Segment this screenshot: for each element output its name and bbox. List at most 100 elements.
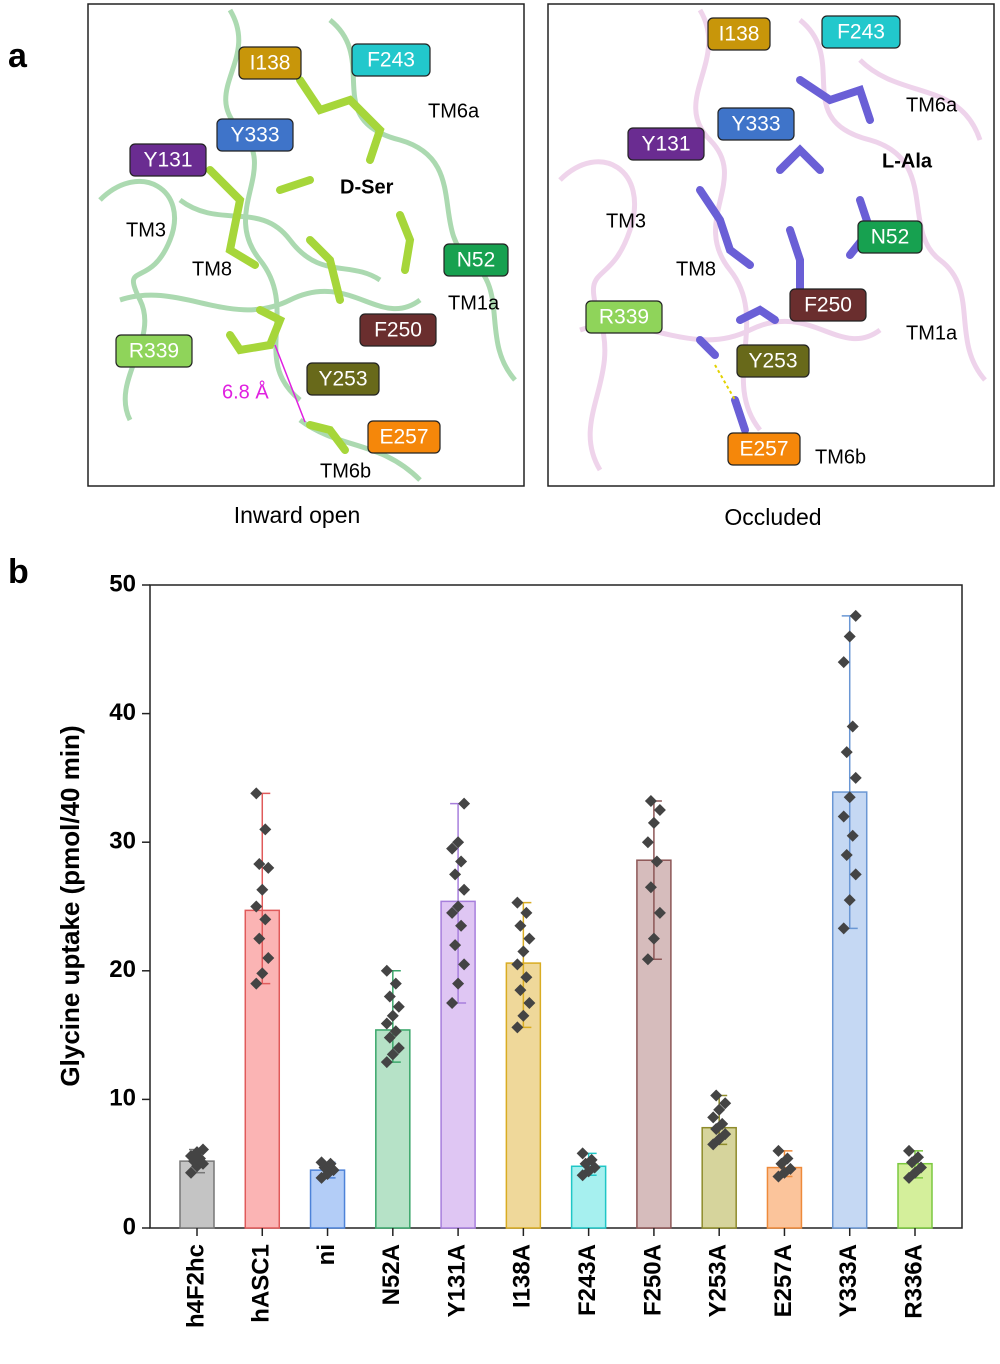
data-point — [259, 823, 272, 836]
data-point — [784, 1162, 797, 1175]
panel-letter: a — [8, 37, 28, 75]
y-tick-label: 50 — [109, 570, 136, 597]
data-point — [458, 883, 471, 896]
data-point — [380, 1017, 393, 1030]
structure-note: TM6a — [906, 94, 958, 116]
residue-label: Y333 — [731, 113, 780, 136]
residue-box — [707, 17, 771, 51]
y-tick-label: 10 — [109, 1085, 136, 1112]
data-point — [772, 1144, 785, 1157]
distance-line — [274, 344, 306, 423]
structure-note: D-Ser — [340, 176, 394, 198]
data-point — [315, 1156, 328, 1169]
data-point — [710, 1089, 723, 1102]
residue-box — [367, 420, 441, 454]
data-point — [644, 795, 657, 808]
data-point — [383, 990, 396, 1003]
data-point — [840, 746, 853, 759]
data-point — [458, 797, 471, 810]
data-point — [383, 1031, 396, 1044]
caption: Inward open — [234, 502, 361, 528]
data-point — [511, 958, 524, 971]
structure-note: TM6a — [428, 100, 480, 122]
data-point — [452, 836, 465, 849]
data-point — [647, 816, 660, 829]
data-point — [392, 1041, 405, 1054]
panel-letter: b — [8, 553, 29, 591]
residue-label: I138 — [719, 23, 760, 46]
hbond — [714, 364, 736, 401]
y-tick-label: 40 — [109, 699, 136, 726]
data-point — [707, 1111, 720, 1124]
data-point — [262, 951, 275, 964]
data-point — [523, 932, 536, 945]
residue-box — [727, 432, 801, 466]
data-point — [386, 1048, 399, 1061]
data-point — [253, 858, 266, 871]
data-point — [446, 842, 459, 855]
data-point — [446, 996, 459, 1009]
data-point — [514, 984, 527, 997]
x-tick-label: R336A — [900, 1244, 927, 1319]
data-point — [389, 1025, 402, 1038]
data-point — [446, 906, 459, 919]
residue-label: R339 — [129, 340, 179, 363]
data-point — [849, 609, 862, 622]
data-point — [455, 919, 468, 932]
x-tick-label: ni — [313, 1244, 340, 1265]
x-tick-label: E257A — [770, 1244, 797, 1317]
data-point — [380, 964, 393, 977]
data-point — [452, 977, 465, 990]
data-point — [262, 861, 275, 874]
x-tick-label: Y333A — [835, 1244, 862, 1317]
residue-label: Y253 — [748, 350, 797, 373]
data-point — [837, 656, 850, 669]
x-tick-label: Y131A — [443, 1244, 470, 1317]
residue-box — [821, 15, 901, 49]
x-tick-label: h4F2hc — [182, 1244, 209, 1328]
data-point — [781, 1152, 794, 1165]
data-point — [520, 906, 533, 919]
data-point — [719, 1097, 732, 1110]
residue-label: F250 — [804, 294, 852, 317]
data-point — [511, 896, 524, 909]
structure-note: TM8 — [192, 258, 232, 280]
residue-label: Y253 — [318, 368, 367, 391]
structure-note: TM3 — [126, 219, 166, 241]
data-point — [389, 977, 402, 990]
data-point — [843, 630, 856, 643]
structure-note: TM6b — [815, 446, 866, 468]
residue-box — [216, 118, 294, 152]
residue-box — [857, 220, 923, 254]
data-point — [250, 787, 263, 800]
data-point — [511, 1021, 524, 1034]
data-point — [250, 900, 263, 913]
data-point — [250, 977, 263, 990]
residue-label: E257 — [739, 438, 788, 461]
x-tick-label: hASC1 — [248, 1244, 275, 1323]
data-point — [585, 1153, 598, 1166]
data-point — [256, 883, 269, 896]
data-point — [324, 1157, 337, 1170]
data-point — [650, 855, 663, 868]
data-point — [653, 804, 666, 817]
structure-note: TM8 — [676, 258, 716, 280]
sticks — [696, 76, 875, 434]
data-point — [647, 932, 660, 945]
data-point — [641, 836, 654, 849]
data-point — [197, 1143, 209, 1156]
data-point — [517, 945, 530, 958]
residue-box — [359, 313, 437, 347]
data-point — [458, 958, 471, 971]
data-point — [840, 849, 853, 862]
residue-label: Y131 — [143, 149, 192, 172]
data-point — [576, 1147, 589, 1160]
data-point — [849, 868, 862, 881]
residue-box — [789, 288, 867, 322]
structure-note: 6.8 Å — [222, 380, 269, 403]
structure-note: TM1a — [448, 292, 500, 314]
data-point — [517, 1009, 530, 1022]
data-point — [259, 913, 272, 926]
residue-label: F243 — [837, 21, 885, 44]
data-point — [523, 996, 536, 1009]
